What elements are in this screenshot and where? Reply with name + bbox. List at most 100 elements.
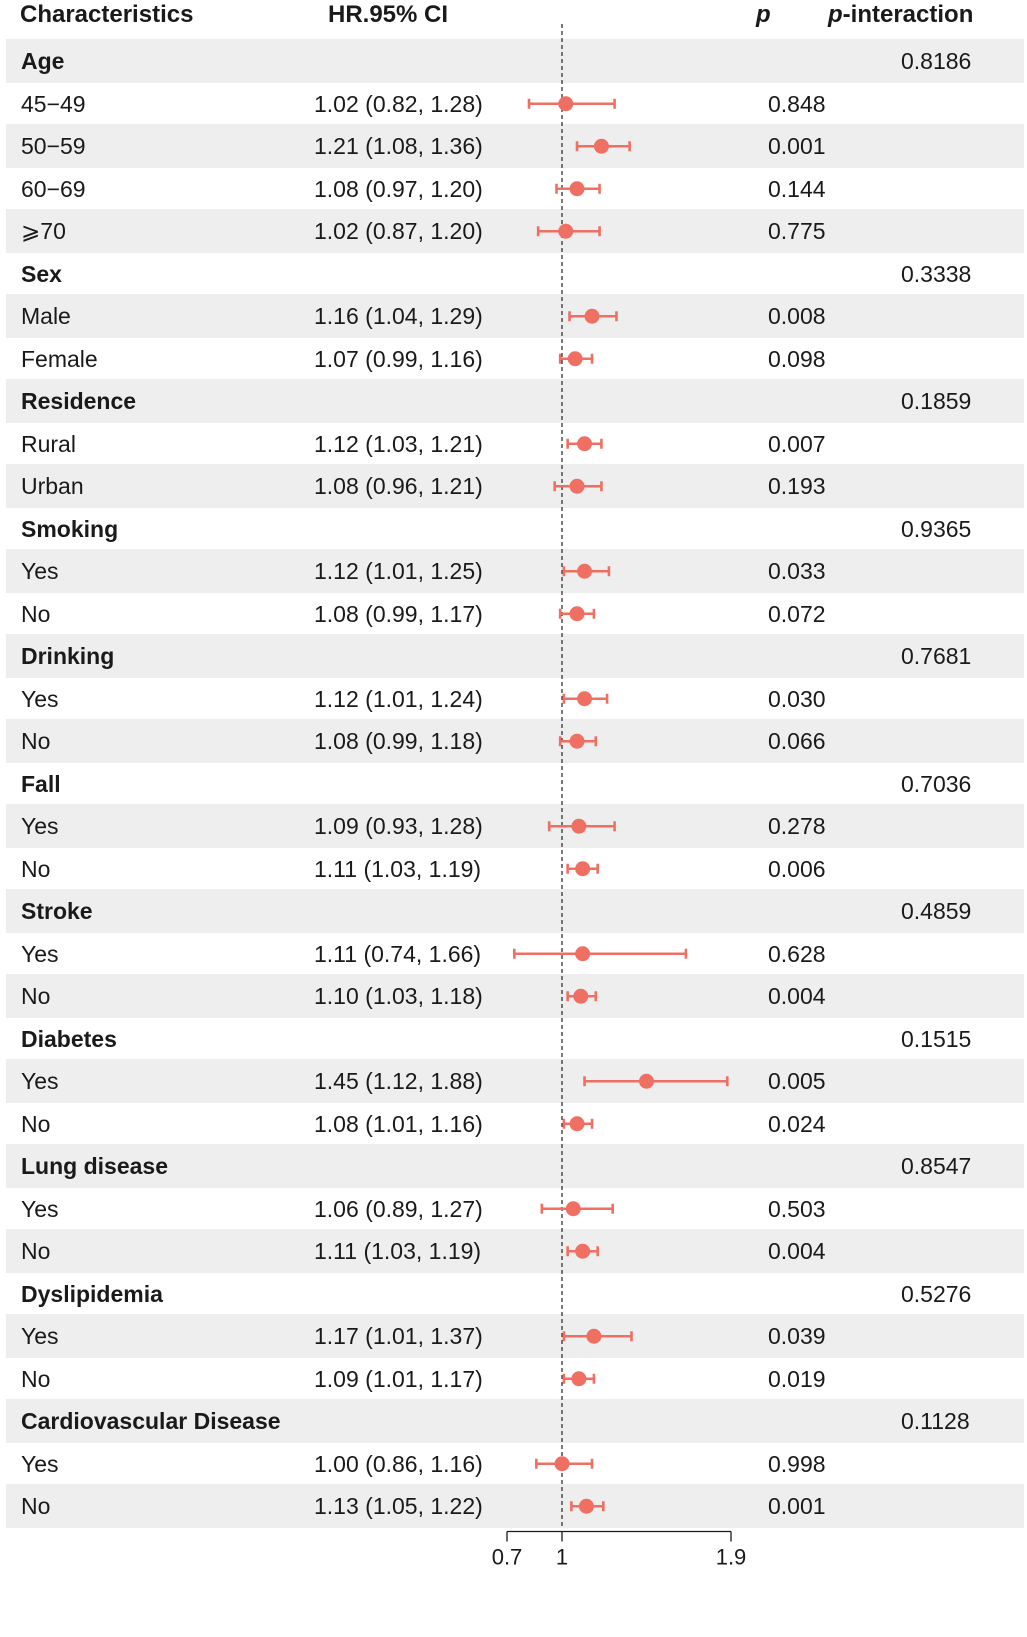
table-row: Yes 1.06 (0.89, 1.27) 0.503 [6, 1187, 1024, 1231]
row-label: Yes [21, 1068, 59, 1094]
row-label: Female [21, 345, 98, 372]
hr-ci-value: 1.12 (1.01, 1.25) [314, 558, 483, 584]
hr-ci-value: 1.02 (0.82, 1.28) [314, 90, 483, 117]
hr-ci-value: 1.21 (1.08, 1.36) [314, 133, 483, 159]
hr-point [571, 1371, 587, 1387]
p-value: 0.278 [768, 813, 826, 839]
hr-point [571, 818, 587, 834]
x-axis-tick-label: 0.7 [492, 1545, 523, 1570]
table-row: No 1.09 (1.01, 1.17) 0.019 [6, 1357, 1024, 1401]
hr-point [639, 1073, 654, 1089]
table-row: No 1.11 (1.03, 1.19) 0.004 [6, 1229, 1024, 1273]
p-value: 0.144 [768, 175, 826, 202]
table-row: No 1.10 (1.03, 1.18) 0.004 [6, 974, 1024, 1018]
hr-point [575, 946, 591, 962]
hr-point [569, 733, 585, 749]
p-value: 0.001 [768, 1493, 826, 1519]
hr-ci-value: 1.12 (1.01, 1.24) [314, 685, 483, 712]
p-interaction-value: 0.7681 [901, 643, 972, 669]
hr-point [569, 181, 585, 197]
x-axis-tick-label: 1 [556, 1545, 568, 1570]
hr-ci-value: 1.13 (1.05, 1.22) [314, 1493, 483, 1519]
row-label: Yes [21, 685, 59, 712]
p-value: 0.005 [768, 1068, 826, 1094]
p-interaction-value: 0.1128 [901, 1408, 970, 1434]
group-label: Sex [21, 260, 62, 287]
row-label: Yes [21, 940, 59, 967]
hr-ci-value: 1.06 (0.89, 1.27) [314, 1195, 483, 1222]
row-label: No [21, 1365, 51, 1392]
hr-point [577, 563, 593, 579]
table-row: No 1.08 (0.99, 1.18) 0.066 [6, 719, 1024, 763]
hr-point [577, 436, 593, 452]
p-interaction-value: 0.1515 [901, 1025, 972, 1052]
hr-point [578, 1498, 594, 1514]
p-value: 0.008 [768, 303, 826, 329]
hr-point [577, 691, 593, 707]
row-label: No [21, 1110, 51, 1137]
hr-point [569, 1116, 585, 1132]
hr-point [565, 1201, 581, 1217]
hr-ci-value: 1.09 (0.93, 1.28) [314, 813, 483, 839]
hr-ci-value: 1.09 (1.01, 1.17) [314, 1365, 483, 1392]
row-label: No [21, 600, 51, 627]
row-label: ⩾70 [21, 218, 66, 244]
p-value: 0.019 [768, 1365, 826, 1392]
group-label: Drinking [21, 643, 115, 669]
table-row: Male 1.16 (1.04, 1.29) 0.008 [6, 294, 1024, 338]
hr-point [554, 1456, 570, 1472]
table-row: Yes 1.45 (1.12, 1.88) 0.005 [6, 1059, 1024, 1103]
row-label: Yes [21, 813, 59, 839]
group-row: Dyslipidemia 0.5276 [6, 1272, 1024, 1316]
p-value: 0.628 [768, 940, 826, 967]
row-label: Male [21, 303, 71, 329]
row-label: 50−59 [21, 133, 86, 159]
table-row: Yes 1.11 (0.74, 1.66) 0.628 [6, 932, 1024, 976]
hr-point [569, 606, 585, 622]
header-characteristics: Characteristics [20, 1, 194, 28]
hr-point [573, 988, 589, 1004]
table-row: No 1.11 (1.03, 1.19) 0.006 [6, 847, 1024, 891]
row-label: Rural [21, 430, 76, 457]
p-interaction-value: 0.9365 [901, 515, 972, 542]
hr-point [569, 478, 585, 494]
table-row: Yes 1.09 (0.93, 1.28) 0.278 [6, 804, 1024, 848]
row-label: Urban [21, 473, 84, 499]
p-interaction-value: 0.5276 [901, 1280, 972, 1307]
p-value: 0.006 [768, 855, 826, 882]
group-row: Cardiovascular Disease 0.1128 [6, 1399, 1024, 1443]
hr-ci-value: 1.02 (0.87, 1.20) [314, 218, 483, 244]
p-value: 0.004 [768, 1238, 826, 1264]
group-row: Age 0.8186 [6, 39, 1024, 83]
p-value: 0.001 [768, 133, 826, 159]
row-label: Yes [21, 1450, 59, 1477]
p-value: 0.848 [768, 90, 826, 117]
group-label: Lung disease [21, 1153, 168, 1179]
header-p-interaction-suffix: -interaction [842, 1, 974, 28]
p-value: 0.030 [768, 685, 826, 712]
hr-ci-value: 1.08 (1.01, 1.16) [314, 1110, 483, 1137]
table-row: Yes 1.12 (1.01, 1.25) 0.033 [6, 549, 1024, 593]
p-value: 0.098 [768, 345, 826, 372]
hr-point [584, 308, 600, 324]
table-row: Rural 1.12 (1.03, 1.21) 0.007 [6, 422, 1024, 466]
hr-ci-value: 1.11 (1.03, 1.19) [314, 1238, 482, 1264]
p-interaction-value: 0.1859 [901, 388, 972, 414]
row-label: No [21, 983, 51, 1009]
hr-point [586, 1328, 602, 1344]
group-label: Smoking [21, 515, 119, 542]
p-value: 0.066 [768, 728, 826, 754]
hr-ci-value: 1.11 (0.74, 1.66) [314, 940, 482, 967]
header-p: p [756, 1, 771, 28]
table-row: No 1.08 (1.01, 1.16) 0.024 [6, 1102, 1024, 1146]
hr-point [575, 1243, 591, 1259]
hr-ci-value: 1.08 (0.97, 1.20) [314, 175, 483, 202]
group-label: Cardiovascular Disease [21, 1408, 281, 1434]
row-label: No [21, 855, 51, 882]
hr-ci-value: 1.45 (1.12, 1.88) [314, 1068, 483, 1094]
p-value: 0.193 [768, 473, 826, 499]
hr-point [558, 96, 574, 112]
group-label: Age [21, 48, 65, 74]
group-row: Fall 0.7036 [6, 762, 1024, 806]
p-interaction-value: 0.7036 [901, 770, 972, 797]
